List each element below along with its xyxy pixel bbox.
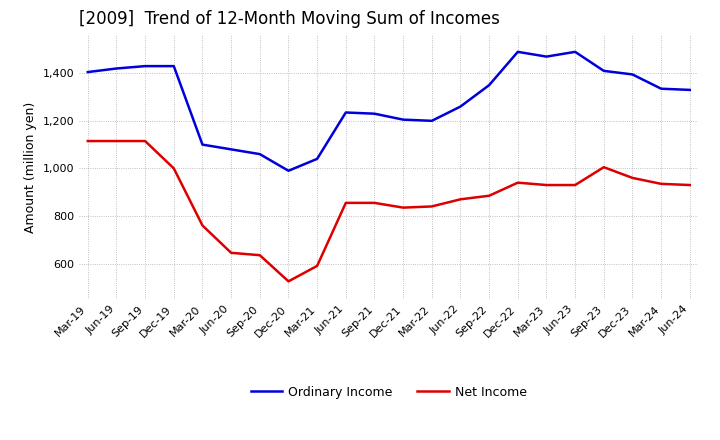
Net Income — [112, 139, 121, 144]
Ordinary Income — [542, 54, 551, 59]
Ordinary Income — [657, 86, 665, 92]
Net Income — [600, 165, 608, 170]
Ordinary Income — [198, 142, 207, 147]
Ordinary Income — [256, 151, 264, 157]
Net Income — [485, 193, 493, 198]
Ordinary Income — [284, 168, 293, 173]
Net Income — [370, 200, 379, 205]
Net Income — [542, 183, 551, 188]
Net Income — [456, 197, 465, 202]
Net Income — [571, 183, 580, 188]
Ordinary Income — [685, 87, 694, 92]
Net Income — [84, 139, 92, 144]
Net Income — [428, 204, 436, 209]
Net Income — [685, 183, 694, 188]
Net Income — [628, 175, 636, 180]
Net Income — [169, 166, 178, 171]
Ordinary Income — [227, 147, 235, 152]
Ordinary Income — [312, 156, 321, 161]
Ordinary Income — [628, 72, 636, 77]
Ordinary Income — [112, 66, 121, 71]
Ordinary Income — [399, 117, 408, 122]
Ordinary Income — [513, 49, 522, 55]
Ordinary Income — [84, 70, 92, 75]
Net Income — [198, 223, 207, 228]
Y-axis label: Amount (million yen): Amount (million yen) — [24, 102, 37, 233]
Net Income — [513, 180, 522, 185]
Ordinary Income — [600, 68, 608, 73]
Net Income — [256, 253, 264, 258]
Ordinary Income — [571, 49, 580, 55]
Legend: Ordinary Income, Net Income: Ordinary Income, Net Income — [246, 381, 532, 404]
Net Income — [141, 139, 150, 144]
Net Income — [312, 263, 321, 268]
Text: [2009]  Trend of 12-Month Moving Sum of Incomes: [2009] Trend of 12-Month Moving Sum of I… — [79, 10, 500, 28]
Ordinary Income — [428, 118, 436, 124]
Line: Net Income: Net Income — [88, 141, 690, 281]
Net Income — [399, 205, 408, 210]
Ordinary Income — [141, 63, 150, 69]
Ordinary Income — [169, 63, 178, 69]
Net Income — [341, 200, 350, 205]
Ordinary Income — [370, 111, 379, 116]
Ordinary Income — [341, 110, 350, 115]
Line: Ordinary Income: Ordinary Income — [88, 52, 690, 171]
Net Income — [657, 181, 665, 187]
Net Income — [227, 250, 235, 256]
Ordinary Income — [485, 83, 493, 88]
Ordinary Income — [456, 104, 465, 109]
Net Income — [284, 279, 293, 284]
